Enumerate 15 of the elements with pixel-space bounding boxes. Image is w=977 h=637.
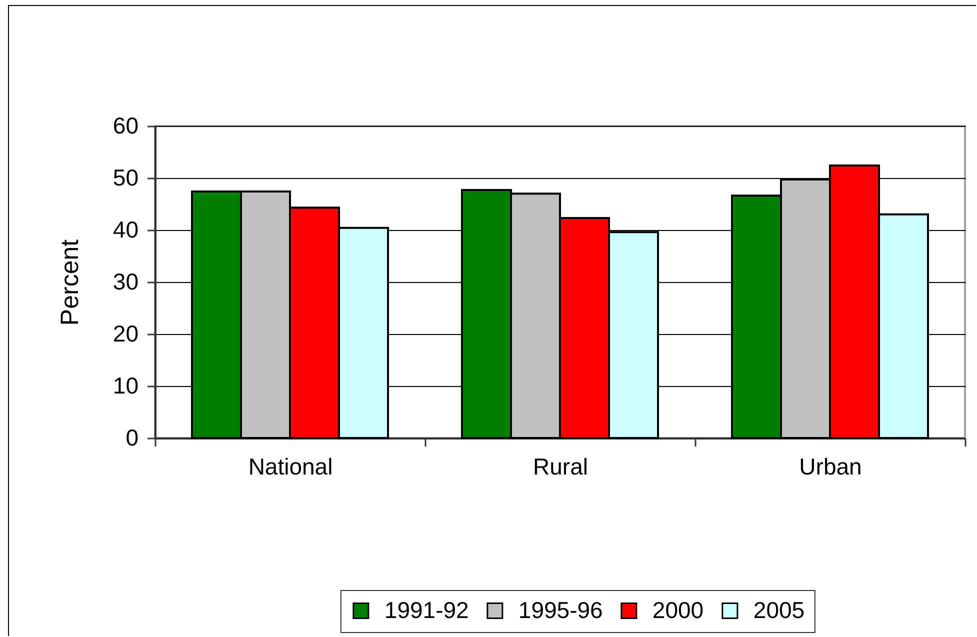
legend-label: 2000: [652, 596, 704, 623]
x-tick-label: Rural: [533, 454, 588, 480]
y-axis-title: Percent: [56, 239, 84, 326]
legend-label: 1995-96: [518, 596, 603, 623]
y-tick-label: 10: [112, 372, 138, 398]
legend-label: 1991-92: [384, 596, 469, 623]
y-tick-label: 20: [112, 320, 138, 346]
x-tick-label: Urban: [799, 454, 862, 480]
y-tick-label: 60: [112, 112, 138, 138]
y-tick-label: 30: [112, 268, 138, 294]
y-tick-label: 50: [112, 164, 138, 190]
y-tick-label: 0: [126, 424, 138, 450]
y-tick-label: 40: [112, 216, 138, 242]
x-tick-label: National: [248, 454, 333, 480]
legend-label: 2005: [753, 596, 805, 623]
